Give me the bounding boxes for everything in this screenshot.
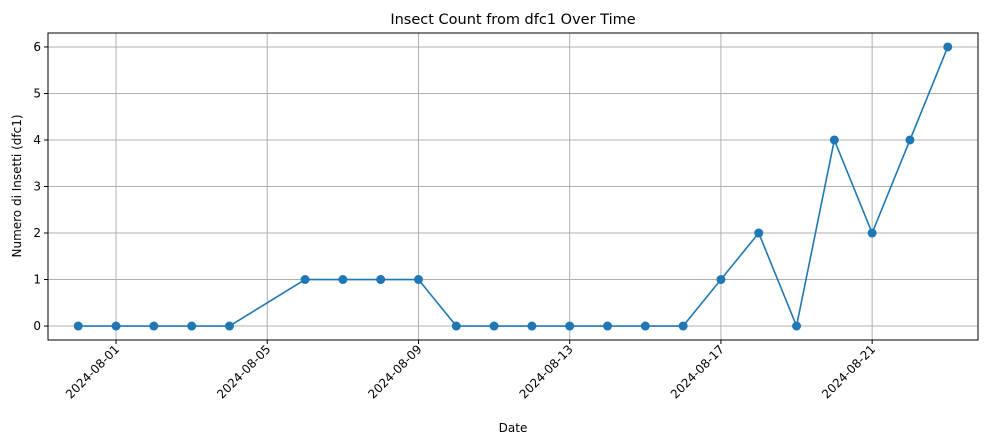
data-point — [451, 321, 461, 331]
x-tick-label: 2024-08-21 — [819, 342, 878, 401]
y-tick-label: 5 — [33, 86, 41, 100]
x-tick-label: 2024-08-01 — [63, 342, 122, 401]
y-tick-label: 4 — [33, 133, 41, 147]
data-point — [73, 321, 83, 331]
data-point — [224, 321, 234, 331]
data-point — [111, 321, 121, 331]
data-point — [413, 275, 423, 285]
data-point — [905, 135, 915, 145]
plot-area — [73, 42, 953, 331]
data-point — [754, 228, 764, 238]
y-tick-label: 0 — [33, 319, 41, 333]
data-point — [338, 275, 348, 285]
data-point — [187, 321, 197, 331]
data-point — [376, 275, 386, 285]
data-point — [640, 321, 650, 331]
x-tick-label: 2024-08-17 — [668, 342, 727, 401]
data-point — [792, 321, 802, 331]
data-point — [527, 321, 537, 331]
x-axis: 2024-08-01 2024-08-05 2024-08-09 2024-08-13… — [63, 340, 878, 401]
data-point — [149, 321, 159, 331]
y-tick-label: 1 — [33, 273, 41, 287]
y-axis-label: Numero di Insetti (dfc1) — [10, 114, 24, 257]
y-tick-label: 3 — [33, 180, 41, 194]
data-point — [565, 321, 575, 331]
data-point — [678, 321, 688, 331]
data-point — [943, 42, 953, 52]
data-point — [716, 275, 726, 285]
x-tick-label: 2024-08-05 — [214, 342, 273, 401]
data-point — [489, 321, 499, 331]
y-tick-label: 6 — [33, 40, 41, 54]
x-axis-label: Date — [499, 421, 528, 435]
x-tick-label: 2024-08-09 — [365, 342, 424, 401]
x-tick-label: 2024-08-13 — [517, 342, 576, 401]
y-axis: 0 1 2 3 4 5 6 — [33, 40, 48, 333]
chart-title: Insect Count from dfc1 Over Time — [390, 12, 635, 28]
data-point — [300, 275, 310, 285]
data-point — [867, 228, 877, 238]
y-tick-label: 2 — [33, 226, 41, 240]
data-point — [829, 135, 839, 145]
data-point — [603, 321, 613, 331]
grid — [48, 33, 978, 340]
